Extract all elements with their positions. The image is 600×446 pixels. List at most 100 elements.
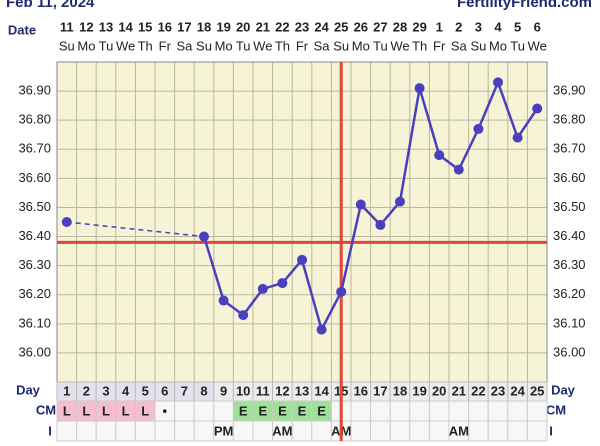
i-cell (56, 420, 78, 442)
date: 23 (295, 19, 309, 34)
temperature-point (61, 217, 72, 227)
i-cell (174, 420, 195, 442)
day-number: 17 (373, 383, 387, 398)
day-label-right: Day (551, 382, 576, 397)
cm-entry: E (258, 403, 267, 418)
i-cell (193, 420, 215, 442)
i-cell (311, 420, 332, 442)
date: 11 (60, 19, 74, 34)
weekday: We (116, 38, 135, 53)
i-cell (76, 420, 97, 442)
i-cell (507, 420, 528, 442)
day-number: 4 (122, 383, 130, 398)
weekday: Sa (314, 38, 331, 53)
day-number: 12 (275, 383, 289, 398)
temperature-line (202, 78, 539, 334)
date: 20 (236, 19, 250, 34)
cm-entry: L (82, 403, 90, 418)
y-tick-label: 36.80 (18, 112, 51, 127)
y-tick-label: 36.30 (18, 257, 51, 272)
day-number: 6 (161, 383, 168, 398)
i-cell (134, 420, 156, 442)
cm-cell (487, 400, 509, 422)
i-label: I (48, 423, 52, 438)
day-number: 7 (181, 383, 188, 398)
i-cell (526, 420, 548, 442)
date: 26 (354, 19, 368, 34)
cm-entry: E (278, 403, 287, 418)
i-cell (370, 420, 391, 442)
date: 1 (436, 19, 443, 34)
cm-cell (370, 400, 391, 422)
weekday: We (253, 38, 272, 53)
date: 16 (158, 19, 172, 34)
cm-cell (193, 400, 215, 422)
weekday: Mo (77, 38, 95, 53)
site-name: FertilityFriend.com (457, 0, 592, 11)
plot-background (57, 62, 547, 382)
date: 25 (334, 19, 348, 34)
cm-cell (389, 400, 411, 422)
day-number: 23 (491, 383, 505, 398)
i-cell (154, 420, 176, 442)
y-tick-label-right: 36.40 (553, 228, 586, 243)
temperature-point (336, 286, 347, 297)
y-tick-label: 36.10 (18, 315, 51, 330)
cm-entry: • (163, 403, 168, 418)
cm-cell (428, 400, 450, 422)
y-tick-label: 36.40 (18, 228, 51, 243)
day-number: 25 (530, 383, 544, 398)
i-cell (350, 420, 372, 442)
weekday: Th (275, 38, 290, 53)
y-tick-label: 36.70 (18, 141, 51, 156)
weekday: We (528, 38, 547, 53)
weekday: Mo (215, 38, 233, 53)
intercourse-entry: AM (272, 423, 292, 438)
weekday: Su (196, 38, 212, 53)
i-cell (95, 420, 117, 442)
date: 24 (314, 19, 329, 34)
day-number: 18 (393, 383, 407, 398)
temperature-point (375, 219, 386, 230)
date: 21 (256, 19, 270, 34)
day-number: 3 (102, 383, 109, 398)
chart-title: Feb 11, 2024 (6, 0, 95, 11)
weekday: Tu (236, 38, 251, 53)
date: 19 (216, 19, 230, 34)
cm-entry: L (122, 403, 130, 418)
cm-cell (507, 400, 528, 422)
temperature-point (434, 150, 445, 161)
date: 13 (99, 19, 113, 34)
i-cell (115, 420, 136, 442)
temperature-point (414, 83, 425, 94)
gap-connector (66, 221, 205, 238)
date: 15 (138, 19, 152, 34)
day-label: Day (16, 382, 41, 397)
i-cell (252, 420, 274, 442)
day-number: 1 (63, 383, 70, 398)
date: 28 (393, 19, 407, 34)
day-number: 16 (354, 383, 368, 398)
cm-entry: E (298, 403, 307, 418)
date: 17 (177, 19, 191, 34)
cm-cell (526, 400, 548, 422)
day-number: 5 (142, 383, 149, 398)
i-cell (468, 420, 489, 442)
cm-label: CM (36, 402, 56, 417)
cm-entry: L (141, 403, 149, 418)
y-tick-label-right: 36.30 (553, 257, 586, 272)
temperature-point (238, 310, 249, 321)
y-tick-label-right: 36.00 (553, 344, 586, 359)
y-tick-label: 36.60 (18, 170, 51, 185)
cm-cell (213, 400, 234, 422)
day-number: 9 (220, 383, 227, 398)
date: 18 (197, 19, 211, 34)
i-cell (409, 420, 430, 442)
y-tick-label-right: 36.70 (553, 141, 586, 156)
intercourse-entry: PM (214, 423, 234, 438)
y-tick-label-right: 36.50 (553, 199, 586, 214)
day-number: 20 (432, 383, 446, 398)
weekday: Tu (510, 38, 525, 53)
weekday: Tu (99, 38, 114, 53)
weekday: Su (59, 38, 75, 53)
